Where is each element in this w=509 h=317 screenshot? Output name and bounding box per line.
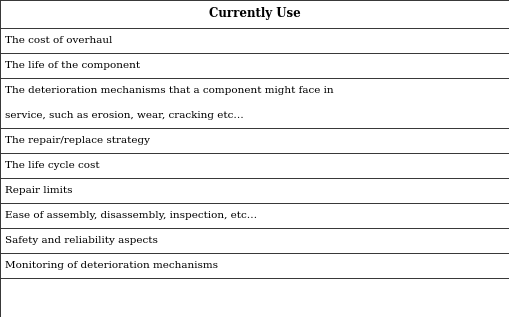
Text: Monitoring of deterioration mechanisms: Monitoring of deterioration mechanisms — [5, 261, 218, 270]
Text: Repair limits: Repair limits — [5, 186, 72, 195]
Bar — [0, 128, 509, 153]
Text: The cost of overhaul: The cost of overhaul — [5, 36, 112, 45]
Bar — [0, 78, 509, 128]
Bar — [0, 153, 509, 178]
Bar — [0, 28, 509, 53]
Bar — [0, 0, 509, 28]
Text: service, such as erosion, wear, cracking etc…: service, such as erosion, wear, cracking… — [5, 111, 244, 120]
Text: The repair/replace strategy: The repair/replace strategy — [5, 136, 150, 145]
Text: The life cycle cost: The life cycle cost — [5, 161, 100, 170]
Text: The life of the component: The life of the component — [5, 61, 140, 70]
Text: The deterioration mechanisms that a component might face in: The deterioration mechanisms that a comp… — [5, 86, 333, 95]
Bar — [0, 178, 509, 203]
Bar — [0, 253, 509, 278]
Bar — [0, 228, 509, 253]
Text: Safety and reliability aspects: Safety and reliability aspects — [5, 236, 158, 245]
Text: Ease of assembly, disassembly, inspection, etc…: Ease of assembly, disassembly, inspectio… — [5, 211, 257, 220]
Bar — [0, 53, 509, 78]
Text: Currently Use: Currently Use — [209, 8, 300, 21]
Bar — [0, 203, 509, 228]
